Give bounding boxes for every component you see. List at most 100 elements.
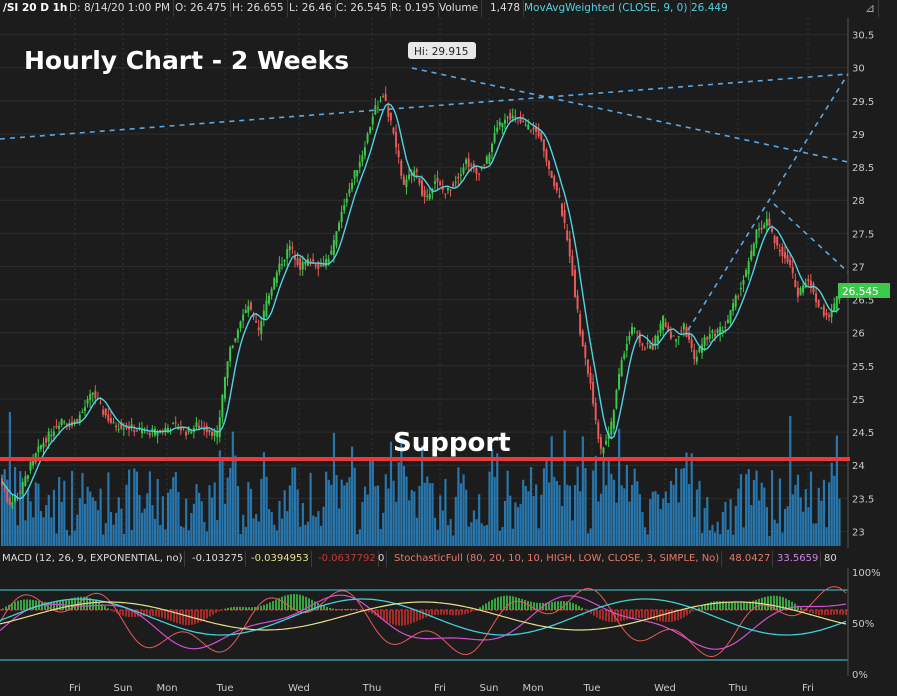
volume-bar [203,521,206,546]
volume-bar [711,524,714,546]
close-value: C: 26.545 [333,0,391,17]
macd-histogram-bar [698,607,700,610]
macd-histogram-bar [275,599,277,610]
macd-histogram-bar [833,610,835,615]
candle-body [444,193,447,195]
macd-zero: 0 [376,551,388,567]
macd-histogram-bar [755,599,757,610]
candle-body [405,179,408,188]
candle-body [747,261,750,275]
candle-body [104,408,107,416]
macd-histogram-bar [497,597,499,610]
candle-body [716,329,719,333]
price-tick-label: 29 [852,130,865,141]
candle-body [441,186,444,190]
volume-bar [39,510,43,546]
macd-histogram-bar [665,610,667,622]
candle-body [817,299,820,307]
macd-histogram-bar [416,610,418,622]
volume-bar [216,519,219,546]
stochastic-label[interactable]: StochasticFull (80, 20, 10, 10, HIGH, LO… [392,551,723,567]
candle-body [286,249,289,259]
macd-histogram-bar [209,610,211,617]
candle-body [768,218,771,226]
macd-histogram-bar [431,610,433,616]
candle-body [213,431,216,436]
candle-body [833,303,836,312]
volume-bar [379,528,382,546]
drawing-tool-icon[interactable]: ⊿ [862,0,879,17]
candle-body [830,310,833,317]
volume-bar [649,499,652,546]
volume-bar [485,524,489,546]
volume-bar [125,484,128,546]
volume-bar [164,529,167,546]
trendlines[interactable] [0,67,849,331]
candle-body [776,236,779,246]
volume-bar [109,511,113,546]
volume-bar [781,532,784,546]
ticker-symbol[interactable]: /SI 20 D 1h [0,0,72,17]
time-axis-label: Fri [69,683,81,694]
candle-body [151,428,154,431]
volume-bar [628,501,631,546]
candle-body [408,174,411,179]
candle-body [174,422,177,424]
volume-bar [270,512,273,546]
candle-body [55,425,58,428]
candle-body [345,198,348,203]
volume-bar [281,518,284,546]
volume-bar [620,485,623,546]
candle-body [89,393,92,400]
price-tick-label: 28.5 [852,163,874,174]
volume-bar [223,503,227,546]
volume-bar [537,528,540,546]
candle-body [107,414,110,421]
volume-bar [205,531,209,546]
volume-bar [306,521,310,546]
time-axis-label: Thu [728,683,748,694]
volume-bar [195,484,198,546]
candle-body [8,497,11,506]
volume-bar [535,484,538,546]
candle-body [540,132,543,140]
candle-body [535,127,538,132]
volume-bar [812,523,815,546]
volume-bar [789,415,792,546]
volume-bar [625,464,629,546]
macd-histogram-bar [50,602,52,610]
volume-bar [548,482,551,546]
macd-histogram-bar [746,602,748,610]
volume-bar [366,494,369,546]
volume-bar [8,412,11,546]
candle-body [3,488,6,490]
candle-body [631,327,633,335]
candle-body [91,392,94,395]
macd-histogram-bar [578,605,580,610]
volume-bar [117,497,120,546]
candle-body [335,231,338,246]
candle-body [773,235,776,244]
macd-label[interactable]: MACD (12, 26, 9, EXPONENTIAL, no) [0,551,186,567]
candle-body [664,322,667,327]
candle-body [454,182,457,184]
volume-bar [6,479,9,546]
volume-bar [693,517,696,546]
candle-body [115,425,118,428]
candle-body [223,377,226,399]
candle-body [610,421,613,435]
candle-body [358,162,361,168]
price-tick-label: 26 [852,329,865,340]
candle-body [397,150,400,158]
candle-body [247,306,250,313]
candle-body [291,247,294,249]
macd-histogram-bar [461,610,463,615]
macd-histogram-bar [194,610,196,625]
candle-body [177,428,180,430]
volume-bar [68,535,71,546]
volume-bar [96,510,100,546]
volume-bar [382,512,385,546]
candle-body [462,167,465,174]
macd-histogram-bar [644,610,646,619]
